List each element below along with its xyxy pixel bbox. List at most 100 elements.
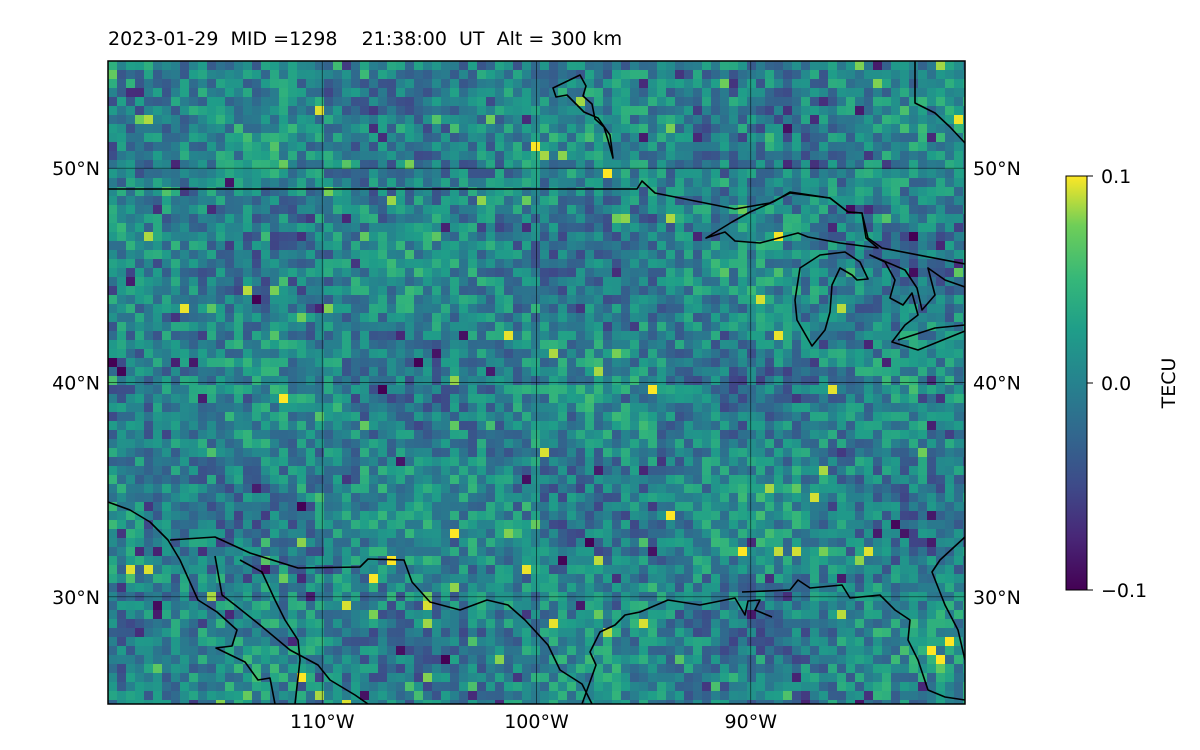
tec-cell — [810, 106, 819, 115]
tec-cell — [900, 286, 909, 295]
tec-cell — [432, 79, 441, 88]
tec-cell — [306, 115, 315, 124]
tec-cell — [198, 79, 207, 88]
tec-cell — [216, 421, 225, 430]
tec-cell — [747, 295, 756, 304]
tec-cell — [207, 412, 216, 421]
tec-cell — [801, 61, 810, 70]
tec-cell — [207, 178, 216, 187]
tec-cell — [612, 277, 621, 286]
tec-cell — [792, 151, 801, 160]
tec-cell — [207, 88, 216, 97]
tec-cell — [477, 403, 486, 412]
tec-cell — [882, 97, 891, 106]
tec-cell — [180, 331, 189, 340]
tec-cell — [468, 187, 477, 196]
tec-cell — [432, 322, 441, 331]
tec-cell — [927, 511, 936, 520]
tec-cell — [450, 331, 459, 340]
tec-cell — [693, 340, 702, 349]
tec-cell — [963, 358, 965, 367]
tec-cell — [495, 340, 504, 349]
tec-cell — [270, 439, 279, 448]
tec-cell — [162, 457, 171, 466]
tec-cell — [567, 502, 576, 511]
tec-cell — [819, 502, 828, 511]
tec-cell — [477, 223, 486, 232]
tec-cell — [270, 322, 279, 331]
tec-cell — [351, 286, 360, 295]
tec-cell — [459, 142, 468, 151]
tec-cell — [657, 160, 666, 169]
tec-cell — [315, 295, 324, 304]
tec-cell — [396, 403, 405, 412]
tec-cell — [270, 412, 279, 421]
tec-cell — [558, 133, 567, 142]
tec-cell — [189, 340, 198, 349]
tec-cell — [648, 214, 657, 223]
tec-cell — [882, 214, 891, 223]
tec-cell — [747, 403, 756, 412]
tec-cell — [918, 376, 927, 385]
tec-cell — [558, 421, 567, 430]
tec-cell — [342, 106, 351, 115]
tec-cell — [792, 430, 801, 439]
tec-cell — [180, 205, 189, 214]
tec-cell — [342, 331, 351, 340]
tec-cell — [351, 178, 360, 187]
tec-cell — [252, 502, 261, 511]
tec-cell — [378, 331, 387, 340]
tec-cell — [351, 277, 360, 286]
tec-cell — [153, 88, 162, 97]
tec-cell — [135, 196, 144, 205]
tec-cell — [297, 475, 306, 484]
tec-cell — [846, 223, 855, 232]
tec-cell — [774, 304, 783, 313]
tec-cell — [495, 430, 504, 439]
tec-cell — [909, 97, 918, 106]
tec-cell — [261, 520, 270, 529]
tec-cell — [189, 223, 198, 232]
tec-cell — [117, 250, 126, 259]
tec-cell — [954, 520, 963, 529]
tec-cell — [324, 502, 333, 511]
tec-cell — [855, 412, 864, 421]
tec-cell — [576, 412, 585, 421]
tec-cell — [846, 268, 855, 277]
tec-cell — [846, 88, 855, 97]
tec-cell — [801, 178, 810, 187]
tec-cell — [900, 115, 909, 124]
tec-cell — [675, 331, 684, 340]
tec-cell — [801, 493, 810, 502]
tec-cell — [945, 178, 954, 187]
tec-cell — [342, 466, 351, 475]
tec-cell — [144, 232, 153, 241]
tec-cell — [900, 313, 909, 322]
tec-cell — [549, 151, 558, 160]
tec-cell — [648, 322, 657, 331]
tec-cell — [738, 142, 747, 151]
tec-cell — [891, 268, 900, 277]
tec-cell — [549, 115, 558, 124]
tec-cell — [324, 124, 333, 133]
tec-cell — [450, 232, 459, 241]
tec-cell — [558, 511, 567, 520]
tec-cell — [810, 421, 819, 430]
tec-cell — [180, 466, 189, 475]
tec-cell — [666, 466, 675, 475]
tec-cell — [198, 277, 207, 286]
tec-cell — [891, 403, 900, 412]
tec-cell — [423, 61, 432, 70]
tec-cell — [783, 142, 792, 151]
tec-cell — [756, 304, 765, 313]
tec-cell — [819, 322, 828, 331]
tec-cell — [711, 475, 720, 484]
tec-cell — [693, 106, 702, 115]
tec-cell — [144, 178, 153, 187]
tec-cell — [666, 124, 675, 133]
tec-cell — [909, 115, 918, 124]
tec-cell — [522, 61, 531, 70]
tec-cell — [432, 340, 441, 349]
tec-cell — [594, 349, 603, 358]
tec-cell — [522, 214, 531, 223]
